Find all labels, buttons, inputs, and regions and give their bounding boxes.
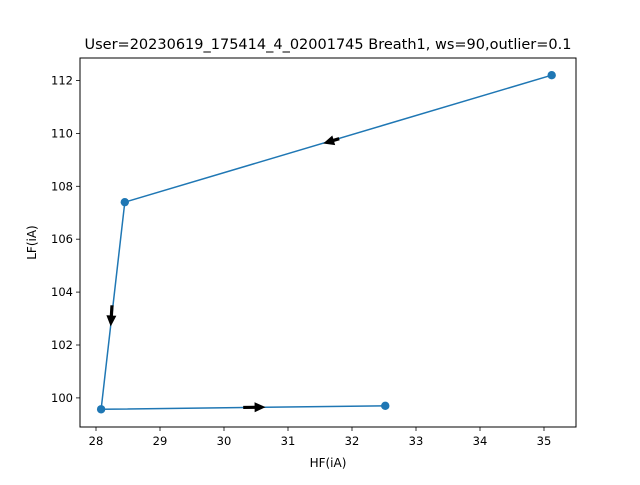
x-tick-label: 34	[473, 434, 488, 448]
chart-title: User=20230619_175414_4_02001745 Breath1,…	[85, 37, 572, 53]
arrow-layer	[106, 135, 340, 413]
y-tick-label: 104	[51, 285, 73, 299]
x-tick-label: 30	[217, 434, 232, 448]
x-axis: 28 29 30 31 32 33 34 35	[89, 427, 552, 448]
data-point	[96, 405, 106, 414]
y-tick-label: 106	[51, 232, 73, 246]
x-tick-label: 29	[153, 434, 168, 448]
direction-arrow	[323, 135, 340, 146]
data-point	[120, 197, 129, 207]
x-tick-label: 32	[345, 434, 360, 448]
x-tick-label: 33	[409, 434, 424, 448]
series-layer	[96, 70, 556, 414]
y-tick-label: 112	[51, 73, 73, 87]
y-tick-label: 108	[51, 179, 73, 193]
series-line	[100, 74, 552, 411]
y-tick-label: 110	[51, 126, 73, 140]
direction-arrow	[106, 305, 117, 327]
y-axis-label: LF(iA)	[25, 225, 39, 260]
data-point	[547, 70, 556, 80]
y-tick-label: 102	[51, 338, 73, 352]
x-axis-label: HF(iA)	[310, 456, 347, 470]
x-tick-label: 35	[537, 434, 552, 448]
y-tick-label: 100	[51, 391, 73, 405]
x-tick-label: 31	[281, 434, 296, 448]
plot-frame	[79, 57, 577, 428]
direction-arrow	[243, 402, 266, 413]
data-point	[381, 401, 390, 411]
y-axis: 100 102 104 106 108 110 112	[51, 73, 80, 405]
x-tick-label: 28	[89, 434, 104, 448]
